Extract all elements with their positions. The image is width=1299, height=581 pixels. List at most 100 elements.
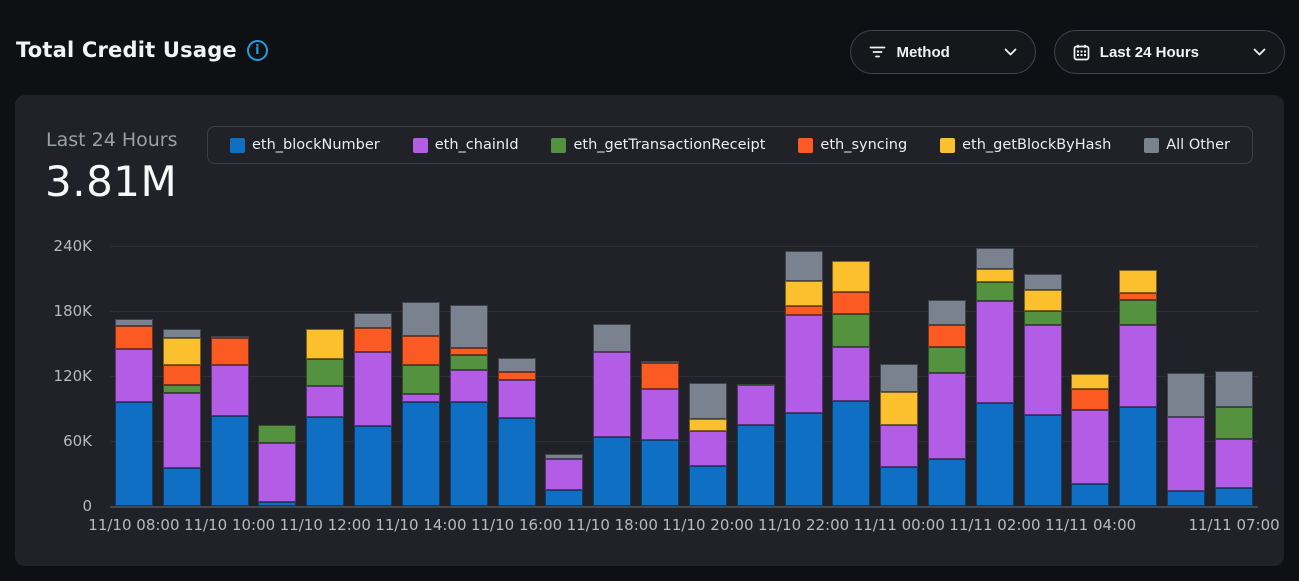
stacked-bar-11-10-20-00[interactable] [688,382,727,506]
bar-segment-eth-syncing [641,363,680,390]
bar-segment-all-other [1214,370,1253,408]
bar-segment-eth-gettransactionreceipt [258,424,297,444]
bar-segment-eth-blocknumber [1214,487,1253,506]
stacked-bar-11-10-11-00[interactable] [258,424,297,506]
bar-slot [1210,246,1258,506]
legend-label: eth_blockNumber [252,137,380,153]
chevron-down-icon [1004,48,1017,56]
stacked-bar-11-10-14-00[interactable] [401,302,440,506]
bar-segment-all-other [401,302,440,336]
x-axis-tick-label: 11/10 10:00 [183,516,276,534]
bar-segment-eth-gettransactionreceipt [449,355,488,370]
stacked-bar-11-10-16-00[interactable] [497,357,536,506]
bar-segment-eth-chainid [545,459,584,490]
bar-segment-eth-gettransactionreceipt [832,314,871,347]
bar-segment-eth-getblockbyhash [880,392,919,425]
bar-segment-eth-gettransactionreceipt [1023,311,1062,326]
bar-segment-eth-getblockbyhash [832,261,871,292]
stacked-bar-11-11-06-00[interactable] [1167,372,1206,506]
x-axis-tick-label: 11/10 16:00 [470,516,563,534]
bar-segment-eth-blocknumber [784,412,823,506]
bar-segment-eth-syncing [832,291,871,315]
bar-segment-eth-syncing [1119,292,1158,301]
stacked-bar-11-10-08-00[interactable] [114,318,153,506]
legend-item-eth-blocknumber[interactable]: eth_blockNumber [230,137,380,153]
legend-item-eth-chainid[interactable]: eth_chainId [412,137,519,153]
bar-slot [636,246,684,506]
x-axis-tick-label: 11/11 07:00 [1188,516,1280,534]
bar-segment-eth-blocknumber [545,489,584,506]
page-title: Total Credit Usage [16,38,237,62]
bar-segment-all-other [688,382,727,420]
x-axis-tick-label: 11/11 02:00 [949,516,1041,534]
bar-slot [684,246,732,506]
stacked-bar-11-11-04-00[interactable] [1071,373,1110,506]
bar-slot [493,246,541,506]
legend-color-chip [940,137,956,153]
x-axis-tick-label: 11/10 22:00 [757,516,850,534]
x-axis-tick-label: 11/10 20:00 [662,516,754,534]
legend-item-all-other[interactable]: All Other [1144,137,1230,153]
bar-segment-eth-gettransactionreceipt [162,384,201,394]
stacked-bar-11-10-22-00[interactable] [784,251,823,506]
stacked-bar-11-10-21-00[interactable] [736,383,775,506]
chart-legend: eth_blockNumber eth_chainId eth_getTransac… [207,126,1253,164]
stacked-bar-11-10-13-00[interactable] [354,313,393,506]
plot-area [110,246,1258,508]
bar-segment-eth-chainid [880,424,919,467]
bar-segment-eth-gettransactionreceipt [1119,300,1158,326]
info-icon[interactable]: i [246,39,268,61]
period-label: Last 24 Hours [46,129,178,151]
date-range-dropdown[interactable]: Last 24 Hours [1053,30,1285,74]
bar-slot [349,246,397,506]
legend-item-eth-getblockbyhash[interactable]: eth_getBlockByHash [940,137,1111,153]
stacked-bar-11-10-19-00[interactable] [641,360,680,506]
stacked-bar-11-11-02-00[interactable] [975,248,1014,506]
bar-segment-eth-blocknumber [927,459,966,506]
bar-segment-eth-blocknumber [114,402,153,506]
bar-segment-eth-gettransactionreceipt [306,358,345,386]
stacked-bar-11-11-01-00[interactable] [927,300,966,506]
x-axis-tick-label: 11/10 08:00 [88,516,180,534]
bar-segment-eth-blocknumber [832,400,871,506]
stacked-bar-11-10-15-00[interactable] [449,304,488,506]
stacked-bar-11-10-12-00[interactable] [306,329,345,506]
bar-segment-eth-blocknumber [688,465,727,506]
method-filter-dropdown[interactable]: Method [850,30,1036,74]
x-axis-tick-label: 11/10 12:00 [279,516,371,534]
bar-segment-eth-syncing [784,305,823,316]
y-axis-tick-label: 180K [53,302,92,320]
filter-bar: Method [850,30,1285,74]
stacked-bar-11-10-10-00[interactable] [210,335,249,506]
gridline [110,246,1258,247]
stacked-bar-11-11-00-00[interactable] [880,364,919,506]
bar-slot [397,246,445,506]
bar-segment-all-other [784,251,823,281]
bar-segment-eth-gettransactionreceipt [736,383,775,385]
bar-segment-all-other [162,329,201,339]
stacked-bar-11-11-07-00[interactable] [1214,370,1253,506]
stacked-bar-11-10-17-00[interactable] [545,454,584,506]
y-axis-tick-label: 0 [82,497,92,515]
bar-segment-eth-syncing [449,347,488,356]
bar-slot [253,246,301,506]
gridline [110,376,1258,377]
bar-segment-eth-blocknumber [258,501,297,506]
bar-segment-eth-getblockbyhash [1071,373,1110,390]
bar-slot [1114,246,1162,506]
legend-label: All Other [1166,137,1230,153]
bar-slot [540,246,588,506]
bar-segment-eth-getblockbyhash [162,338,201,366]
bar-segment-eth-blocknumber [401,402,440,506]
bar-segment-eth-chainid [641,389,680,440]
page-header: Total Credit Usage i Method [0,0,1299,95]
stacked-bar-11-11-05-00[interactable] [1119,269,1158,506]
stacked-bar-11-10-23-00[interactable] [832,261,871,506]
bar-segment-all-other [1167,372,1206,418]
stacked-bar-11-10-09-00[interactable] [162,329,201,506]
legend-item-eth-gettransactionreceipt[interactable]: eth_getTransactionReceipt [551,137,765,153]
bars [110,246,1258,506]
stacked-bar-11-11-03-00[interactable] [1023,274,1062,506]
legend-item-eth-syncing[interactable]: eth_syncing [798,137,907,153]
stacked-bar-11-10-18-00[interactable] [593,324,632,506]
